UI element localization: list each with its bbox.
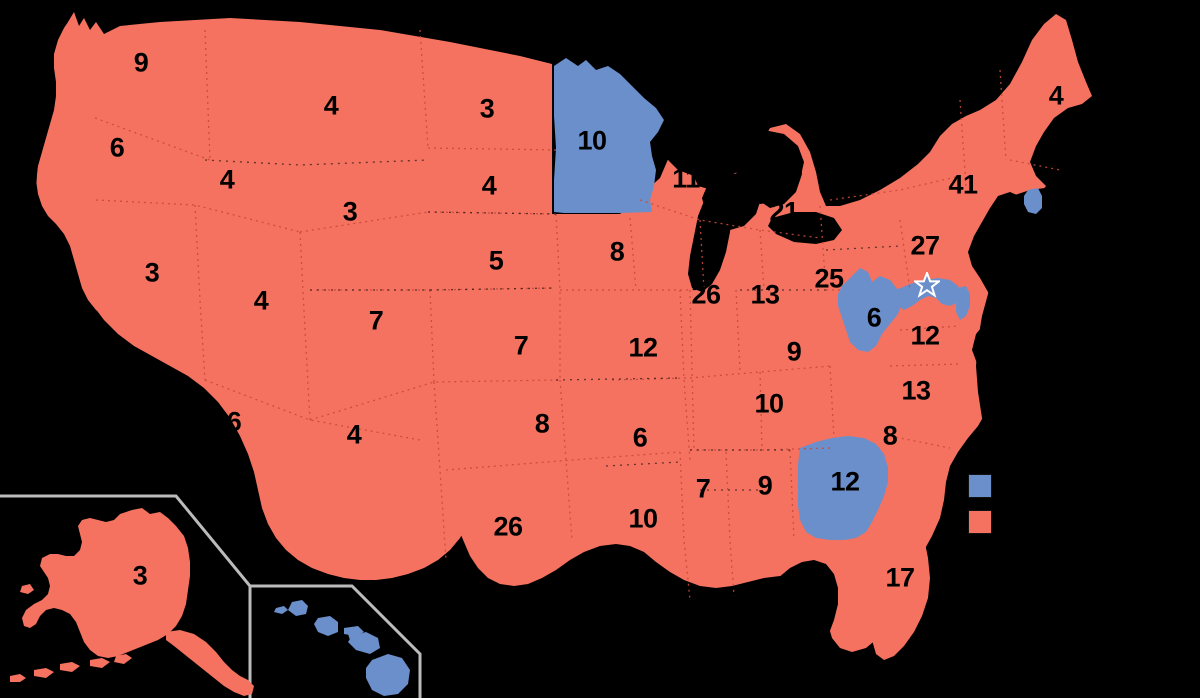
hawaii-island-kauai <box>288 600 308 616</box>
alaska-small-isles <box>20 564 58 594</box>
aleutian-islands <box>10 654 132 682</box>
california-coast <box>58 90 474 580</box>
alaska-shape-group <box>10 508 254 696</box>
state-borders <box>94 29 1061 601</box>
state-shape-DE <box>956 286 970 320</box>
state-shape-AK <box>22 508 190 658</box>
gulf-of-mexico <box>430 560 838 698</box>
lake-huron-erie <box>750 136 842 244</box>
state-shape-GA <box>798 436 888 540</box>
hawaii-island-oahu <box>314 616 338 636</box>
alaska-panhandle <box>166 630 254 696</box>
hawaii-shape-group <box>274 600 410 696</box>
legend-row-republican[interactable] <box>968 510 1028 534</box>
legend-swatch-republican <box>968 510 992 534</box>
state-shape-WV <box>838 268 902 352</box>
inset-boxes <box>0 494 422 698</box>
state-shape-RI <box>1024 188 1042 214</box>
map-legend <box>968 474 1028 546</box>
state-shape-MD <box>894 278 962 310</box>
ocean-cut-atlantic <box>940 186 1200 698</box>
dc-star-icon <box>914 272 940 298</box>
lake-michigan <box>688 190 732 292</box>
hawaii-island-lanai <box>348 632 358 640</box>
legend-swatch-democrat <box>968 474 992 498</box>
hawaii-island-niihau <box>274 606 288 614</box>
hawaii-inset-border <box>250 584 422 698</box>
state-shape-MN <box>554 58 664 213</box>
hawaii-island-molokai <box>344 626 364 636</box>
legend-row-democrat[interactable] <box>968 474 1028 498</box>
lake-superior <box>636 100 750 142</box>
alaska-inset-border <box>0 494 252 698</box>
hawaii-island-hawaii <box>366 654 410 696</box>
state-borders-dark <box>204 159 901 491</box>
